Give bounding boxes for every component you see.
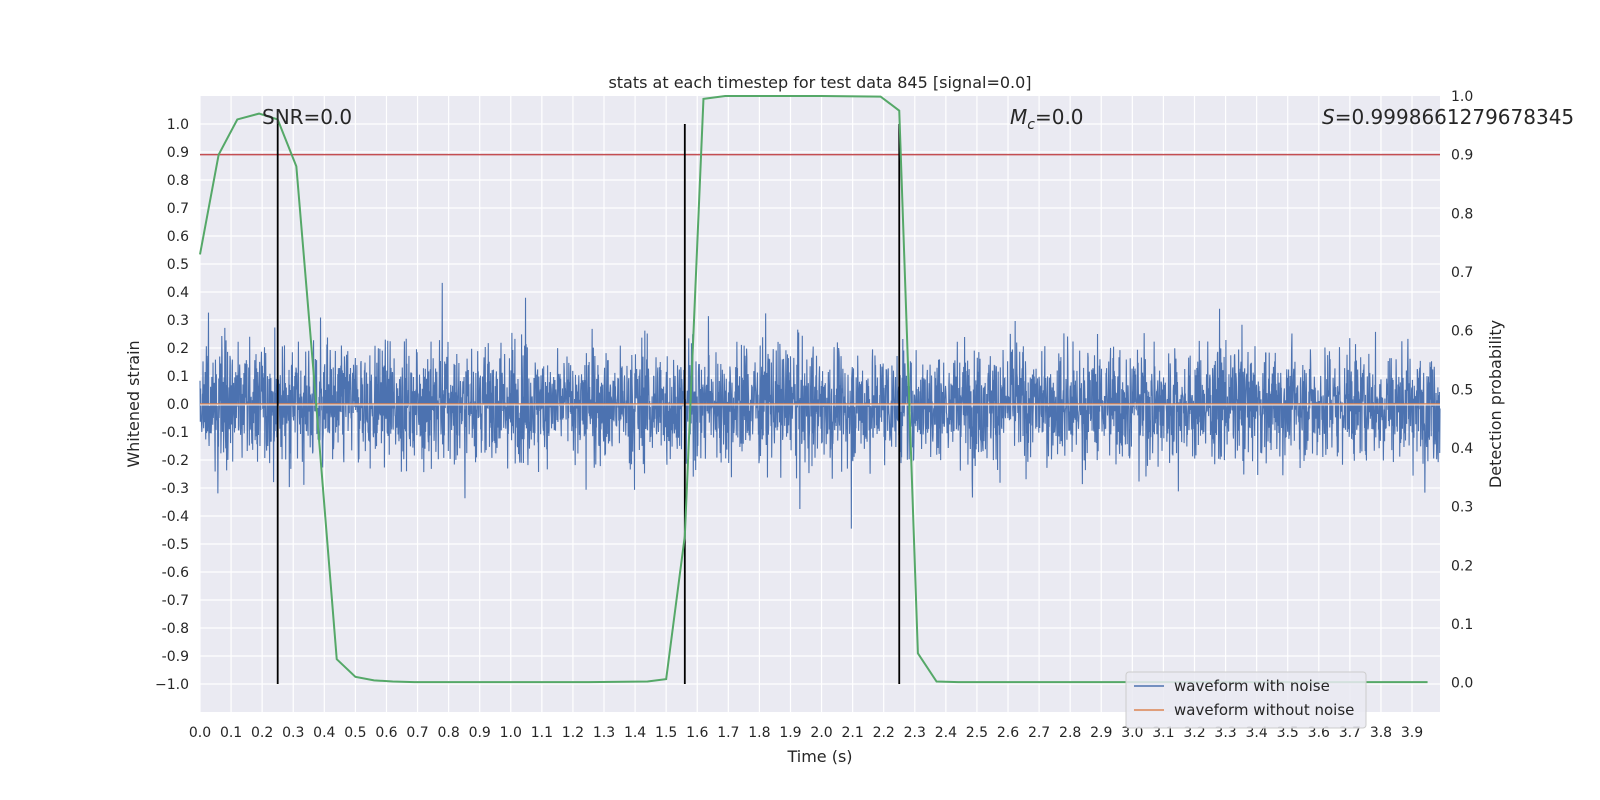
x-tick-label: 0.5 — [344, 725, 366, 741]
x-tick-label: 1.8 — [748, 725, 770, 741]
x-tick-label: 3.8 — [1370, 725, 1392, 741]
y-tick-label: 0.1 — [167, 369, 189, 385]
y-tick-label: 0.8 — [167, 173, 189, 189]
x-tick-label: 0.2 — [251, 725, 273, 741]
y-tick-label: 0.0 — [167, 397, 189, 413]
x-tick-label: 3.5 — [1277, 725, 1299, 741]
chart-title: stats at each timestep for test data 845… — [608, 73, 1031, 92]
legend-box — [1125, 671, 1367, 729]
x-tick-label: 2.2 — [873, 725, 895, 741]
x-tick-label: 0.9 — [469, 725, 491, 741]
x-tick-label: 0.3 — [282, 725, 304, 741]
x-tick-label: 0.6 — [375, 725, 397, 741]
y2-axis-ticks: 1.0 0.9 0.8 0.7 0.6 0.5 0.4 0.3 0.2 0.1 0.0 — [1451, 89, 1473, 692]
y-axis-ticks: 1.0 0.9 0.8 0.7 0.6 0.5 0.4 0.3 0.2 0.1 0.0 -0.1 -0.… — [155, 117, 189, 693]
mc-symbol: M — [1010, 105, 1027, 129]
x-tick-label: 0.7 — [406, 725, 428, 741]
y2-tick-label: 0.3 — [1451, 500, 1473, 516]
detection-probability-series — [199, 95, 1428, 684]
x-tick-label: 3.3 — [1214, 725, 1236, 741]
x-tick-label: 1.4 — [624, 725, 646, 741]
x-tick-label: 1.3 — [593, 725, 615, 741]
x-axis-ticks: 0.0 0.1 0.2 0.3 0.4 0.5 0.6 0.7 0.8 0.9 1.0 1.1 1.2 1… — [189, 725, 1423, 741]
y-axis-label: Whitened strain — [124, 340, 143, 467]
s-value: =0.9998661279678345 — [1335, 105, 1574, 129]
x-tick-label: 3.9 — [1401, 725, 1423, 741]
x-tick-label: 2.0 — [810, 725, 832, 741]
y-tick-label: 0.2 — [167, 341, 189, 357]
y-tick-label: 0.4 — [167, 285, 189, 301]
x-tick-label: 0.4 — [313, 725, 335, 741]
y-tick-label: -0.2 — [162, 453, 189, 469]
legend-label-without-noise: waveform without noise — [1174, 701, 1354, 719]
y2-tick-label: 0.8 — [1451, 206, 1473, 222]
y2-tick-label: 0.7 — [1451, 265, 1473, 281]
mc-value: =0.0 — [1035, 105, 1084, 129]
snr-annotation: SNR=0.0 — [262, 105, 352, 129]
x-axis-label: Time (s) — [786, 747, 852, 766]
x-tick-label: 1.5 — [655, 725, 677, 741]
s-symbol: S — [1322, 105, 1335, 129]
y2-tick-label: 0.5 — [1451, 382, 1473, 398]
mc-annotation: Mc=0.0 — [1010, 105, 1084, 133]
x-tick-label: 0.8 — [437, 725, 459, 741]
x-tick-label: 3.6 — [1308, 725, 1330, 741]
y2-tick-label: 1.0 — [1451, 89, 1473, 105]
y-tick-label: −1.0 — [155, 677, 189, 693]
x-tick-label: 1.0 — [500, 725, 522, 741]
y2-axis-label: Detection probability — [1486, 320, 1505, 488]
x-tick-label: 3.7 — [1339, 725, 1361, 741]
y-tick-label: -0.6 — [162, 565, 189, 581]
x-tick-label: 1.1 — [531, 725, 553, 741]
x-tick-label: 3.0 — [1121, 725, 1143, 741]
s-annotation: S=0.9998661279678345 — [1322, 105, 1574, 129]
vertical-markers — [276, 124, 901, 684]
y-tick-label: -0.1 — [162, 425, 189, 441]
y-tick-label: 0.9 — [167, 145, 189, 161]
x-tick-label: 1.7 — [717, 725, 739, 741]
y-tick-label: -0.3 — [162, 481, 189, 497]
y2-tick-label: 0.0 — [1451, 676, 1473, 692]
x-tick-label: 3.4 — [1246, 725, 1268, 741]
y-tick-label: 0.3 — [167, 313, 189, 329]
y-tick-label: 1.0 — [167, 117, 189, 133]
x-tick-label: 2.1 — [841, 725, 863, 741]
y-tick-label: -0.7 — [162, 593, 189, 609]
y2-tick-label: 0.9 — [1451, 148, 1473, 164]
y2-tick-label: 0.4 — [1451, 441, 1473, 457]
mc-subscript: c — [1027, 117, 1035, 133]
y-tick-label: -0.9 — [162, 649, 189, 665]
y-tick-label: 0.7 — [167, 201, 189, 217]
x-tick-label: 3.1 — [1152, 725, 1174, 741]
y-tick-label: -0.4 — [162, 509, 189, 525]
x-tick-label: 2.5 — [966, 725, 988, 741]
y-tick-label: 0.5 — [167, 257, 189, 273]
y-tick-label: 0.6 — [167, 229, 189, 245]
x-tick-label: 0.0 — [189, 725, 211, 741]
y2-tick-label: 0.6 — [1451, 324, 1473, 340]
x-tick-label: 2.4 — [935, 725, 957, 741]
x-tick-label: 1.2 — [562, 725, 584, 741]
y2-tick-label: 0.1 — [1451, 617, 1473, 633]
x-tick-label: 1.6 — [686, 725, 708, 741]
x-tick-label: 3.2 — [1183, 725, 1205, 741]
legend: waveform with noise waveform without noi… — [1125, 671, 1367, 729]
x-tick-label: 2.7 — [1028, 725, 1050, 741]
x-tick-label: 2.8 — [1059, 725, 1081, 741]
legend-label-with-noise: waveform with noise — [1174, 677, 1330, 695]
x-tick-label: 2.9 — [1090, 725, 1112, 741]
y-tick-label: -0.5 — [162, 537, 189, 553]
x-tick-label: 0.1 — [220, 725, 242, 741]
y2-tick-label: 0.2 — [1451, 558, 1473, 574]
x-tick-label: 1.9 — [779, 725, 801, 741]
x-tick-label: 2.3 — [904, 725, 926, 741]
y-tick-label: -0.8 — [162, 621, 189, 637]
x-tick-label: 2.6 — [997, 725, 1019, 741]
